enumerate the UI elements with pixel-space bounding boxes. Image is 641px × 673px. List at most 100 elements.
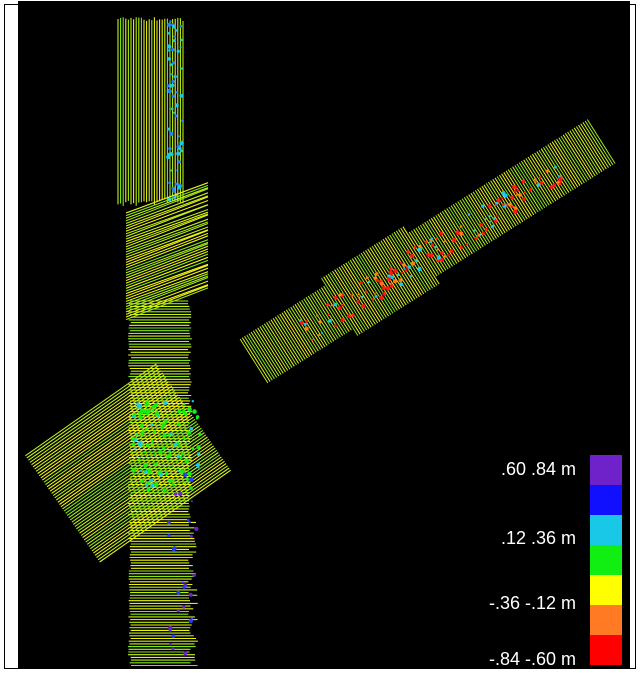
sounding-dot bbox=[316, 314, 319, 317]
sounding-dot bbox=[386, 277, 391, 282]
diagonal-swath-stripe bbox=[419, 224, 449, 270]
diagonal-swath-stripe bbox=[323, 285, 352, 331]
tilted-swath-stripe bbox=[77, 438, 210, 532]
diagonal-swath-stripe bbox=[294, 304, 324, 349]
sounding-dot bbox=[510, 195, 515, 200]
sounding-dot bbox=[169, 83, 175, 88]
tilted-swath-stripe bbox=[57, 410, 190, 503]
sounding-dot bbox=[140, 430, 144, 435]
cross-swath-stripe bbox=[125, 239, 209, 271]
diagonal-swath-stripe bbox=[531, 153, 561, 199]
sounding-dot bbox=[481, 231, 485, 235]
sounding-dot bbox=[365, 276, 369, 280]
sounding-dot bbox=[183, 403, 186, 406]
sounding-dot bbox=[351, 313, 355, 317]
sounding-dot bbox=[424, 240, 428, 244]
diagonal-swath-stripe bbox=[281, 312, 311, 357]
sounding-dot bbox=[516, 188, 520, 192]
diagonal-swath-stripe bbox=[309, 294, 339, 339]
diagonal-swath-stripe bbox=[455, 202, 484, 248]
sounding-dot bbox=[173, 111, 175, 114]
diagonal-swath-stripe bbox=[452, 204, 482, 249]
sounding-dot bbox=[196, 445, 201, 450]
sounding-dot bbox=[171, 79, 175, 84]
sounding-dot bbox=[407, 265, 412, 269]
sounding-dot bbox=[318, 320, 322, 324]
sounding-dot bbox=[132, 468, 137, 473]
sounding-dot bbox=[175, 91, 179, 94]
sounding-dot bbox=[356, 300, 360, 304]
sounding-dot bbox=[338, 293, 343, 297]
sounding-dot bbox=[511, 184, 516, 189]
sounding-dot bbox=[327, 313, 330, 316]
cross-swath-stripe bbox=[125, 195, 209, 227]
diagonal-swath-stripe bbox=[332, 270, 370, 329]
sounding-dot bbox=[131, 442, 135, 446]
diagonal-swath-stripe bbox=[246, 334, 275, 380]
sounding-dot bbox=[399, 261, 403, 265]
sounding-dot bbox=[388, 270, 394, 276]
sounding-dot bbox=[333, 302, 338, 307]
sounding-dot bbox=[528, 187, 533, 192]
tilted-swath-stripe bbox=[35, 379, 168, 472]
sounding-dot bbox=[168, 449, 171, 453]
sounding-dot bbox=[172, 189, 176, 193]
legend-swatch-2 bbox=[590, 515, 622, 545]
diagonal-swath-stripe bbox=[266, 322, 295, 367]
sounding-dot bbox=[495, 201, 499, 205]
cross-swath-stripe bbox=[125, 256, 209, 289]
sounding-dot bbox=[184, 458, 190, 464]
diagonal-swath-stripe bbox=[252, 330, 282, 375]
sounding-dot bbox=[467, 213, 471, 216]
tilted-swath-stripe bbox=[38, 383, 171, 477]
cross-swath-stripe bbox=[125, 229, 209, 261]
sounding-dot bbox=[150, 422, 154, 426]
sounding-dot bbox=[185, 442, 188, 445]
diagonal-swath-stripe bbox=[534, 152, 563, 198]
sounding-dot bbox=[459, 245, 463, 249]
sounding-dot bbox=[137, 403, 143, 409]
sounding-dot bbox=[435, 237, 438, 240]
sounding-dot bbox=[171, 94, 175, 98]
diagonal-swath-stripe bbox=[463, 197, 493, 242]
tilted-swath-stripe bbox=[52, 403, 185, 497]
tilted-swath-stripe bbox=[63, 418, 196, 512]
sounding-dot bbox=[430, 237, 434, 241]
sounding-dot bbox=[173, 492, 178, 496]
sounding-dot bbox=[194, 526, 199, 532]
sounding-dot bbox=[136, 402, 139, 405]
diagonal-swath-stripe bbox=[343, 263, 381, 322]
sounding-dot bbox=[138, 457, 141, 461]
diagonal-swath-stripe bbox=[538, 149, 568, 195]
sounding-dot bbox=[318, 334, 321, 336]
sounding-dot bbox=[523, 191, 526, 194]
sounding-dot bbox=[138, 410, 143, 415]
cross-swath-stripe bbox=[125, 204, 209, 237]
diagonal-swath-stripe bbox=[380, 240, 418, 299]
diagonal-swath-stripe bbox=[536, 151, 566, 196]
diagonal-swath-stripe bbox=[584, 120, 614, 166]
sounding-dot bbox=[169, 643, 172, 646]
diagonal-swath-stripe bbox=[356, 255, 394, 314]
sounding-dot bbox=[367, 280, 371, 284]
sounding-dot bbox=[426, 253, 430, 257]
cross-swath-stripe bbox=[125, 188, 209, 222]
diagonal-swath-stripe bbox=[494, 177, 524, 223]
diagonal-swath-stripe bbox=[402, 226, 440, 285]
diagonal-swath-stripe bbox=[318, 288, 348, 334]
diagonal-swath-stripe bbox=[382, 238, 420, 297]
sounding-dot bbox=[465, 242, 469, 246]
diagonal-swath-stripe bbox=[272, 317, 302, 363]
sounding-dot bbox=[417, 247, 423, 252]
sounding-dot bbox=[176, 151, 181, 156]
sounding-dot bbox=[413, 246, 417, 249]
sounding-dot bbox=[191, 447, 195, 450]
diagonal-swath-stripe bbox=[446, 208, 475, 253]
sounding-dot bbox=[347, 314, 351, 318]
sounding-dot bbox=[152, 430, 157, 434]
sounding-dot bbox=[513, 190, 517, 193]
sounding-dot bbox=[170, 107, 174, 111]
diagonal-swath-stripe bbox=[320, 287, 350, 332]
sounding-dot bbox=[133, 472, 137, 476]
cross-swath-stripe bbox=[125, 222, 209, 256]
